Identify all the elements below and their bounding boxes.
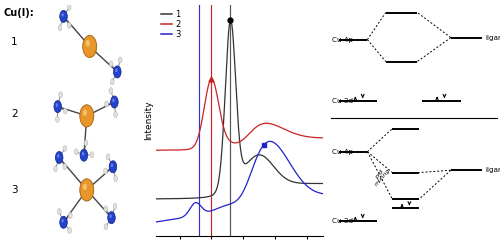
Circle shape	[110, 96, 118, 108]
Circle shape	[56, 152, 63, 164]
Circle shape	[86, 40, 90, 47]
Circle shape	[104, 206, 108, 212]
Circle shape	[90, 152, 94, 158]
Circle shape	[104, 224, 108, 230]
Circle shape	[54, 166, 58, 172]
Text: Cu 3d: Cu 3d	[332, 218, 353, 224]
Circle shape	[114, 176, 117, 182]
Circle shape	[104, 101, 108, 107]
Text: 1: 1	[11, 37, 18, 47]
Circle shape	[84, 140, 88, 146]
Text: 3: 3	[11, 185, 18, 195]
Circle shape	[60, 216, 68, 228]
Circle shape	[80, 179, 94, 201]
Text: ligand: ligand	[486, 34, 500, 40]
Circle shape	[58, 208, 61, 214]
Circle shape	[110, 79, 114, 85]
Circle shape	[111, 163, 113, 167]
Text: ligand: ligand	[486, 167, 500, 173]
Circle shape	[115, 69, 117, 72]
Text: Cu(I):: Cu(I):	[4, 8, 34, 18]
Text: Cu 3d: Cu 3d	[332, 98, 353, 104]
Circle shape	[82, 152, 84, 155]
Circle shape	[114, 66, 121, 78]
Circle shape	[74, 149, 78, 155]
Circle shape	[68, 228, 71, 234]
Circle shape	[113, 203, 117, 209]
Text: Cu 4p: Cu 4p	[332, 149, 353, 155]
Circle shape	[109, 161, 116, 173]
Circle shape	[68, 4, 71, 10]
Circle shape	[109, 87, 112, 94]
Circle shape	[68, 213, 72, 219]
Circle shape	[56, 116, 60, 122]
Text: 2: 2	[11, 108, 18, 119]
Y-axis label: Intensity: Intensity	[144, 101, 153, 140]
Circle shape	[68, 22, 71, 28]
Circle shape	[118, 57, 122, 63]
Circle shape	[56, 103, 58, 107]
Circle shape	[114, 112, 117, 118]
Circle shape	[63, 164, 66, 170]
Circle shape	[104, 168, 108, 174]
Circle shape	[62, 13, 64, 17]
Circle shape	[57, 154, 59, 158]
Circle shape	[80, 149, 88, 161]
Circle shape	[64, 108, 67, 114]
Circle shape	[58, 25, 62, 31]
Circle shape	[82, 35, 96, 58]
Circle shape	[60, 10, 68, 22]
Circle shape	[108, 212, 116, 224]
Circle shape	[54, 100, 62, 113]
Circle shape	[112, 99, 114, 102]
Text: p-d
mixing: p-d mixing	[370, 164, 391, 187]
Legend: 1, 2, 3: 1, 2, 3	[160, 9, 181, 40]
Circle shape	[62, 219, 64, 223]
Circle shape	[63, 146, 67, 152]
Circle shape	[58, 92, 62, 98]
Text: Cu 4p: Cu 4p	[332, 37, 353, 43]
Circle shape	[110, 214, 112, 218]
Circle shape	[106, 154, 110, 160]
Circle shape	[82, 183, 87, 190]
Circle shape	[80, 105, 94, 127]
Circle shape	[109, 61, 113, 67]
Circle shape	[82, 109, 87, 116]
